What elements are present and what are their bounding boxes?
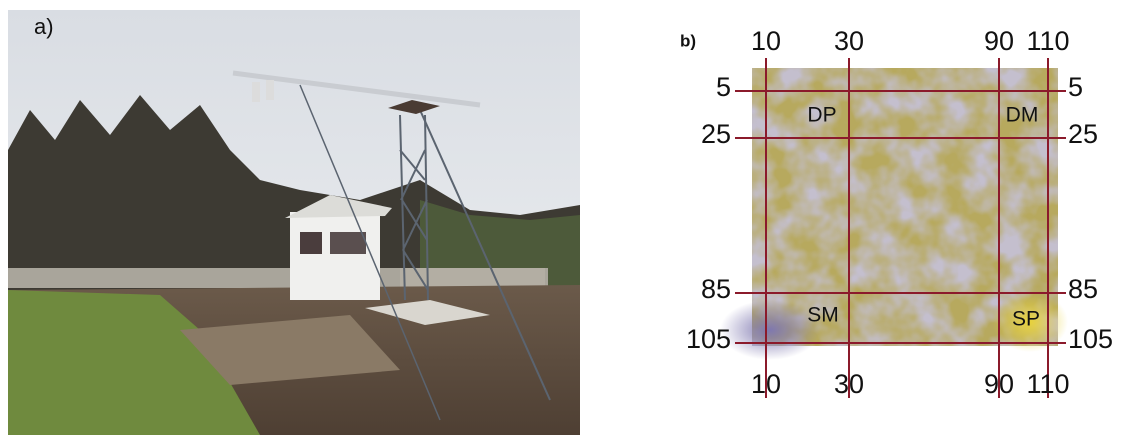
- y-line-label: 5: [1068, 72, 1083, 102]
- y-line-label: 105: [1068, 324, 1113, 354]
- y-line-label: 5: [716, 72, 731, 102]
- figure: a) b) 10 10 30 30 90 90 110 110 5 5 25 25 85 85 105 105…: [0, 0, 1143, 438]
- site-photo: [8, 10, 580, 435]
- x-line-label: 90: [984, 369, 1014, 399]
- x-line-label: 30: [834, 369, 864, 399]
- y-line-label: 105: [686, 324, 731, 354]
- region-label: DM: [1006, 104, 1039, 127]
- x-line-label: 10: [751, 26, 781, 56]
- y-line-label: 25: [701, 119, 731, 149]
- region-label: DP: [807, 104, 836, 127]
- region-label: SM: [807, 304, 839, 327]
- y-line-label: 85: [1068, 274, 1098, 304]
- x-line-label: 90: [984, 26, 1014, 56]
- x-line-label: 110: [1026, 369, 1069, 399]
- x-line-label: 30: [834, 26, 864, 56]
- region-label: SP: [1012, 308, 1040, 331]
- x-line-label: 10: [751, 369, 781, 399]
- x-line-label: 110: [1026, 26, 1069, 56]
- panel-label: a): [34, 14, 54, 39]
- panel-label: b): [680, 31, 696, 50]
- y-line-label: 85: [701, 274, 731, 304]
- y-line-label: 25: [1068, 119, 1098, 149]
